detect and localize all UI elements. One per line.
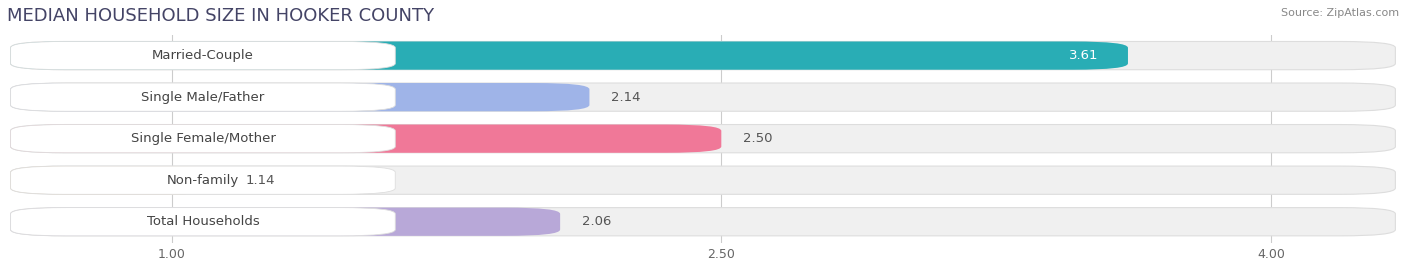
FancyBboxPatch shape [11, 83, 395, 111]
Text: 1.14: 1.14 [245, 174, 274, 187]
FancyBboxPatch shape [11, 166, 395, 194]
FancyBboxPatch shape [11, 125, 721, 153]
FancyBboxPatch shape [11, 83, 589, 111]
Text: Source: ZipAtlas.com: Source: ZipAtlas.com [1281, 8, 1399, 18]
Text: Single Male/Father: Single Male/Father [142, 91, 264, 104]
FancyBboxPatch shape [11, 166, 1395, 194]
Text: Non-family: Non-family [167, 174, 239, 187]
FancyBboxPatch shape [11, 208, 1395, 236]
Text: MEDIAN HOUSEHOLD SIZE IN HOOKER COUNTY: MEDIAN HOUSEHOLD SIZE IN HOOKER COUNTY [7, 7, 434, 25]
Text: Total Households: Total Households [146, 215, 259, 228]
Text: Married-Couple: Married-Couple [152, 49, 254, 62]
Text: Single Female/Mother: Single Female/Mother [131, 132, 276, 145]
Text: 2.14: 2.14 [612, 91, 641, 104]
Text: 2.06: 2.06 [582, 215, 612, 228]
FancyBboxPatch shape [11, 83, 1395, 111]
FancyBboxPatch shape [11, 125, 395, 153]
FancyBboxPatch shape [11, 125, 1395, 153]
FancyBboxPatch shape [11, 42, 1395, 70]
FancyBboxPatch shape [11, 42, 1128, 70]
Text: 2.50: 2.50 [744, 132, 773, 145]
Text: 3.61: 3.61 [1069, 49, 1098, 62]
FancyBboxPatch shape [11, 208, 560, 236]
FancyBboxPatch shape [11, 208, 395, 236]
FancyBboxPatch shape [11, 42, 395, 70]
FancyBboxPatch shape [11, 166, 224, 194]
